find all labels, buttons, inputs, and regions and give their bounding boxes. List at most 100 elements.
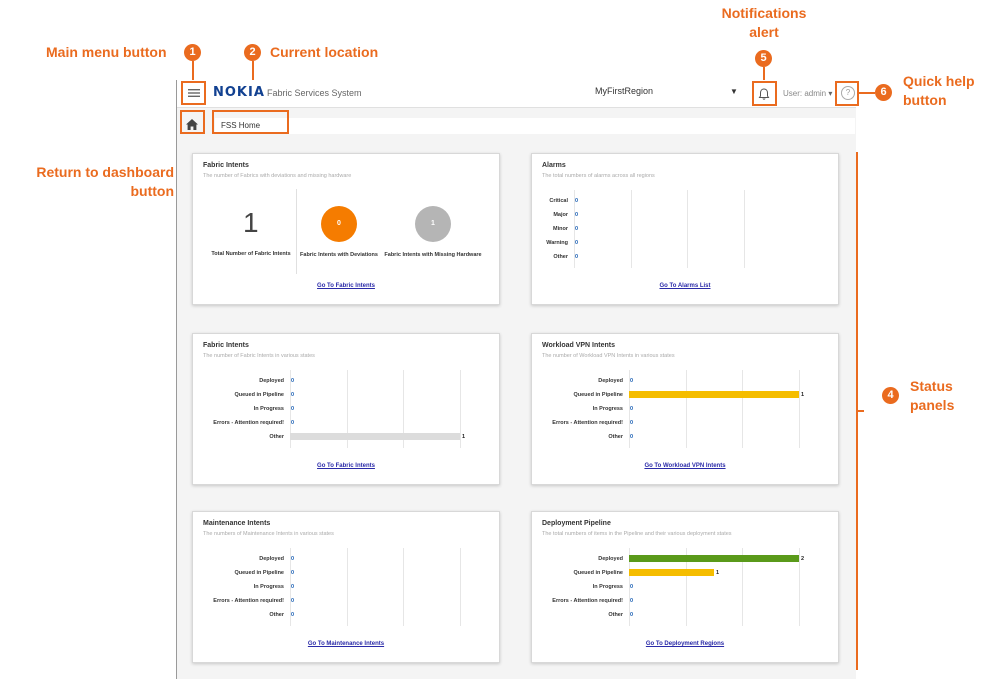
row-label: Errors - Attention required! — [552, 598, 623, 604]
row-value: 0 — [575, 226, 579, 232]
missing-hardware-label: Fabric Intents with Missing Hardware — [384, 252, 482, 258]
go-to-fabric-intents-link[interactable]: Go To Fabric Intents — [317, 463, 375, 469]
status-panels-bracket-tick — [858, 410, 864, 412]
row-label: Deployed — [259, 556, 284, 562]
grid-line — [403, 370, 405, 448]
row-label: In Progress — [592, 406, 623, 412]
grid-line — [799, 548, 800, 626]
main-menu-button[interactable] — [185, 86, 203, 102]
highlight-home — [180, 110, 205, 134]
panel-subtitle: The numbers of Maintenance Intents in va… — [203, 531, 334, 537]
notifications-button[interactable] — [756, 86, 772, 102]
row-value: 0 — [291, 378, 295, 384]
row-value: 2 — [801, 556, 805, 562]
callout-dashboard-label: Return to dashboard button — [36, 163, 174, 201]
go-to-maintenance-intents-link[interactable]: Go To Maintenance Intents — [307, 641, 385, 647]
row-value: 0 — [575, 240, 579, 246]
row-value: 0 — [575, 212, 579, 218]
bell-icon — [758, 88, 770, 100]
panel-fabric-intents-states: Fabric Intents The number of Fabric Inte… — [192, 333, 500, 485]
row-value: 0 — [291, 584, 295, 590]
panel-subtitle: The number of Workload VPN Intents in va… — [542, 353, 675, 359]
total-fabric-intents-value: 1 — [243, 207, 259, 238]
row-label: Deployed — [259, 378, 284, 384]
panel-subtitle: The total numbers of items in the Pipeli… — [542, 531, 732, 537]
breadcrumb-current: FSS Home — [215, 118, 855, 134]
row-value: 0 — [630, 584, 634, 590]
callout-badge-1: 1 — [184, 44, 201, 61]
missing-hardware-circle: 1 — [415, 206, 451, 242]
user-label: User: admin — [783, 89, 827, 98]
highlight-quick-help — [835, 81, 859, 106]
row-label: Queued in Pipeline — [234, 570, 284, 576]
row-value: 1 — [716, 570, 720, 576]
panel-subtitle: The number of Fabrics with deviations an… — [203, 173, 352, 179]
highlight-breadcrumb — [212, 110, 289, 134]
quick-help-button[interactable]: ? — [841, 86, 855, 100]
user-chevron-icon: ▾ — [828, 89, 833, 98]
go-to-workload-vpn-intents-link[interactable]: Go To Workload VPN Intents — [644, 463, 726, 469]
callout-line-1 — [192, 61, 194, 81]
callout-main-menu-label: Main menu button — [46, 44, 167, 60]
row-label: Queued in Pipeline — [573, 570, 623, 576]
callout-notifications-line1: Notifications — [721, 5, 807, 21]
row-value: 0 — [291, 598, 295, 604]
go-to-deployment-regions-link[interactable]: Go To Deployment Regions — [645, 641, 725, 647]
row-label: Other — [269, 612, 284, 618]
bar — [629, 555, 799, 562]
callout-dashboard-line1: Return to dashboard — [36, 164, 174, 180]
breadcrumb-bar: FSS Home — [177, 114, 856, 136]
grid-line — [685, 548, 687, 626]
row-value: 0 — [291, 392, 295, 398]
row-value: 0 — [630, 434, 634, 440]
callout-status-panels-line2: panels — [910, 397, 955, 413]
row-label: In Progress — [253, 584, 284, 590]
panel-workload-vpn-intents: Workload VPN Intents The number of Workl… — [531, 333, 839, 485]
callout-notifications-label: Notifications alert — [721, 4, 807, 42]
callout-badge-6: 6 — [875, 84, 892, 101]
row-label: Deployed — [598, 556, 623, 562]
callout-dashboard-line2: button — [130, 183, 174, 199]
row-value: 0 — [630, 406, 634, 412]
panel-title: Maintenance Intents — [203, 520, 271, 527]
home-button[interactable] — [183, 116, 201, 134]
callout-badge-5: 5 — [755, 50, 772, 67]
user-menu[interactable]: User: admin ▾ — [783, 89, 832, 98]
row-label: Queued in Pipeline — [234, 392, 284, 398]
row-label: Major — [553, 212, 568, 218]
row-value: 1 — [801, 392, 805, 398]
callout-status-panels-label: Status panels — [910, 377, 954, 415]
row-value: 0 — [291, 406, 295, 412]
row-label: In Progress — [592, 584, 623, 590]
row-value: 0 — [630, 612, 634, 618]
region-selector[interactable]: MyFirstRegion — [595, 86, 654, 96]
chevron-down-icon[interactable]: ▼ — [730, 87, 738, 96]
row-value: 1 — [462, 434, 466, 440]
row-value: 0 — [291, 420, 295, 426]
grid-line — [687, 190, 689, 268]
go-to-alarms-link[interactable]: Go To Alarms List — [659, 283, 711, 289]
divider — [296, 189, 297, 274]
row-value: 0 — [630, 378, 634, 384]
bar — [629, 569, 714, 576]
grid-line — [744, 190, 745, 268]
callout-quick-help-line2: button — [903, 92, 947, 108]
row-label: Deployed — [598, 378, 623, 384]
grid-line — [629, 548, 630, 626]
go-to-fabric-intents-link[interactable]: Go To Fabric Intents — [317, 283, 375, 289]
row-label: Other — [269, 434, 284, 440]
grid-line — [742, 370, 744, 448]
callout-notifications-line2: alert — [749, 24, 779, 40]
grid-line — [629, 370, 630, 448]
deviations-circle: 0 — [321, 206, 357, 242]
row-label: Errors - Attention required! — [213, 598, 284, 604]
row-value: 0 — [575, 254, 579, 260]
row-value: 0 — [630, 420, 634, 426]
grid-line — [630, 190, 632, 268]
row-value: 0 — [630, 598, 634, 604]
callout-badge-4: 4 — [882, 387, 899, 404]
callout-line-6 — [859, 92, 875, 94]
row-label: Errors - Attention required! — [213, 420, 284, 426]
row-label: Minor — [553, 226, 568, 232]
